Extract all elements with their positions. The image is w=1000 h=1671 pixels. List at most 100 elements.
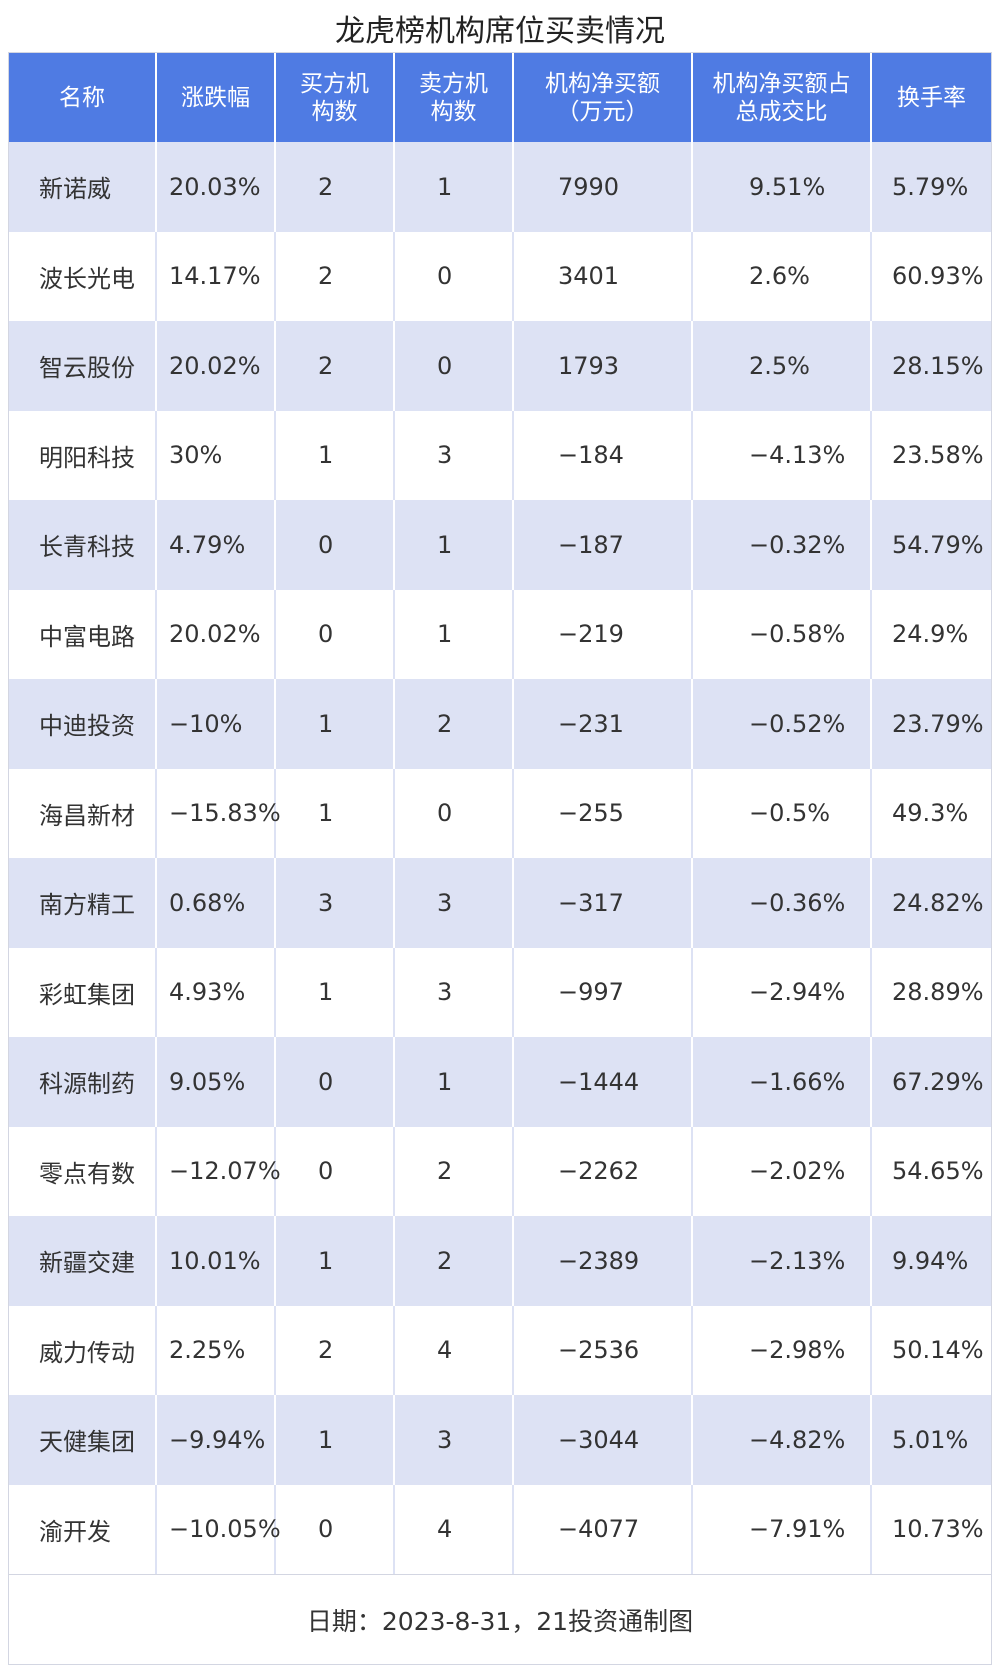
cell-turnover: 54.65% [892,1157,984,1186]
cell-change: 0.68% [157,858,276,948]
cell-name: 明阳科技 [9,410,157,500]
cell-buyer-count: 2 [276,1305,395,1395]
cell-change: −10% [157,679,276,769]
cell-net-buy-ratio: −4.13% [693,410,872,500]
cell-seller-count: 1 [395,589,514,679]
cell-net-buy: 3401 [514,231,693,321]
cell-seller-count: 3 [395,1395,514,1485]
cell-seller-count: 4 [395,1305,514,1395]
table-row: 波长光电 14.17% 2 0 3401 2.6% 60.93% [9,231,991,321]
table-row: 科源制药 9.05% 0 1 −1444 −1.66% 67.29% [9,1037,991,1127]
table-row: 海昌新材 −15.83% 1 0 −255 −0.5% 49.3% [9,768,991,858]
cell-seller-count: 4 [395,1484,514,1574]
header-seller-count: 卖方机 构数 [395,53,514,142]
chart-footer: 日期：2023-8-31，21投资通制图 [9,1574,991,1664]
cell-name: 渝开发 [9,1484,157,1574]
cell-turnover: 60.93% [892,262,984,291]
cell-buyer-count: 0 [276,500,395,590]
header-name: 名称 [9,53,157,142]
cell-name: 零点有数 [9,1126,157,1216]
table-row: 长青科技 4.79% 0 1 −187 −0.32% 54.79% [9,500,991,590]
cell-buyer-count: 0 [276,589,395,679]
cell-turnover: 9.94% [892,1246,969,1275]
cell-net-buy: −219 [514,589,693,679]
cell-turnover: 23.58% [892,441,984,470]
cell-name: 南方精工 [9,858,157,948]
cell-buyer-count: 3 [276,858,395,948]
cell-net-buy: −187 [514,500,693,590]
cell-net-buy: −255 [514,768,693,858]
cell-seller-count: 2 [395,1126,514,1216]
cell-turnover: 28.15% [892,351,984,380]
cell-net-buy-ratio: 2.5% [693,321,872,411]
cell-seller-count: 0 [395,768,514,858]
cell-net-buy: −317 [514,858,693,948]
cell-net-buy-ratio: −2.94% [693,947,872,1037]
cell-net-buy-ratio: −0.52% [693,679,872,769]
cell-name: 长青科技 [9,500,157,590]
cell-net-buy: −231 [514,679,693,769]
table-row: 渝开发 −10.05% 0 4 −4077 −7.91% 10.73% [9,1484,991,1574]
cell-turnover: 5.79% [892,172,969,201]
cell-net-buy-ratio: −0.5% [693,768,872,858]
cell-change: −10.05% [157,1484,281,1574]
cell-seller-count: 2 [395,679,514,769]
cell-seller-count: 1 [395,500,514,590]
cell-turnover: 5.01% [892,1425,969,1454]
cell-buyer-count: 0 [276,1126,395,1216]
cell-turnover: 10.73% [892,1515,984,1544]
cell-net-buy-ratio: −0.58% [693,589,872,679]
cell-change: −9.94% [157,1395,276,1485]
cell-name: 新诺威 [9,142,157,232]
cell-turnover: 24.82% [892,888,984,917]
cell-name: 科源制药 [9,1037,157,1127]
cell-change: 20.02% [157,321,276,411]
cell-buyer-count: 0 [276,1484,395,1574]
table-row: 中迪投资 −10% 1 2 −231 −0.52% 23.79% [9,679,991,769]
cell-seller-count: 3 [395,858,514,948]
cell-turnover: 24.9% [892,620,969,649]
cell-net-buy: −997 [514,947,693,1037]
table-header: 名称 涨跌幅 买方机 构数 卖方机 构数 机构净买额 （万元） 机构净买额占 总… [9,53,991,142]
cell-net-buy-ratio: −2.98% [693,1305,872,1395]
cell-turnover: 54.79% [892,530,984,559]
data-table: 名称 涨跌幅 买方机 构数 卖方机 构数 机构净买额 （万元） 机构净买额占 总… [8,52,992,1665]
cell-net-buy: −184 [514,410,693,500]
cell-buyer-count: 1 [276,1216,395,1306]
cell-buyer-count: 0 [276,1037,395,1127]
cell-buyer-count: 2 [276,321,395,411]
cell-buyer-count: 1 [276,947,395,1037]
cell-net-buy-ratio: −0.36% [693,858,872,948]
header-buyer-count: 买方机 构数 [276,53,395,142]
table-row: 中富电路 20.02% 0 1 −219 −0.58% 24.9% [9,589,991,679]
cell-name: 海昌新材 [9,768,157,858]
cell-name: 波长光电 [9,231,157,321]
cell-net-buy: −3044 [514,1395,693,1485]
cell-name: 智云股份 [9,321,157,411]
cell-change: 20.02% [157,589,276,679]
cell-seller-count: 1 [395,1037,514,1127]
cell-buyer-count: 1 [276,679,395,769]
cell-net-buy: 7990 [514,142,693,232]
cell-turnover: 49.3% [892,799,969,828]
cell-net-buy-ratio: −2.02% [693,1126,872,1216]
table-row: 威力传动 2.25% 2 4 −2536 −2.98% 50.14% [9,1305,991,1395]
cell-net-buy-ratio: −2.13% [693,1216,872,1306]
table-row: 天健集团 −9.94% 1 3 −3044 −4.82% 5.01% [9,1395,991,1485]
cell-buyer-count: 1 [276,410,395,500]
table-row: 明阳科技 30% 1 3 −184 −4.13% 23.58% [9,410,991,500]
cell-net-buy: −2389 [514,1216,693,1306]
cell-turnover: 28.89% [892,978,984,1007]
cell-name: 新疆交建 [9,1216,157,1306]
cell-buyer-count: 2 [276,142,395,232]
cell-net-buy: −2536 [514,1305,693,1395]
cell-change: 4.79% [157,500,276,590]
cell-net-buy: −4077 [514,1484,693,1574]
table-row: 新诺威 20.03% 2 1 7990 9.51% 5.79% [9,142,991,232]
cell-name: 天健集团 [9,1395,157,1485]
cell-net-buy: −2262 [514,1126,693,1216]
cell-turnover: 23.79% [892,709,984,738]
cell-turnover: 67.29% [892,1067,984,1096]
cell-net-buy-ratio: −4.82% [693,1395,872,1485]
table-row: 智云股份 20.02% 2 0 1793 2.5% 28.15% [9,321,991,411]
